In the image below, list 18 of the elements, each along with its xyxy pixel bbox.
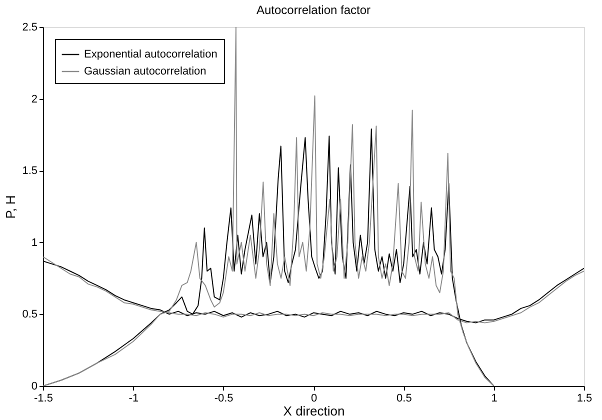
x-tick-label: 0.5: [396, 392, 412, 404]
x-tick-label: -1.5: [34, 392, 53, 404]
x-tick-label: -1: [128, 392, 139, 404]
legend-label: Gaussian autocorrelation: [84, 66, 206, 78]
x-tick-label: 0: [310, 392, 318, 404]
x-tick-label: -0.5: [214, 392, 234, 404]
x-tick-label: 1.5: [576, 392, 592, 404]
y-tick-label: 1.5: [22, 165, 38, 178]
x-tick-label: 1: [491, 392, 498, 404]
y-tick-label: 2.5: [22, 22, 38, 34]
chart-title: Autocorrelation factor: [256, 3, 371, 17]
y-tick-label: 2: [31, 93, 38, 106]
y-tick-label: 1: [31, 236, 38, 249]
legend-label: Exponential autocorrelation: [84, 48, 218, 60]
x-axis-title: X direction: [283, 404, 345, 418]
y-axis-title: P, H: [3, 195, 18, 219]
y-tick-label: 0.5: [22, 308, 38, 321]
y-tick-label: 0: [31, 380, 38, 392]
